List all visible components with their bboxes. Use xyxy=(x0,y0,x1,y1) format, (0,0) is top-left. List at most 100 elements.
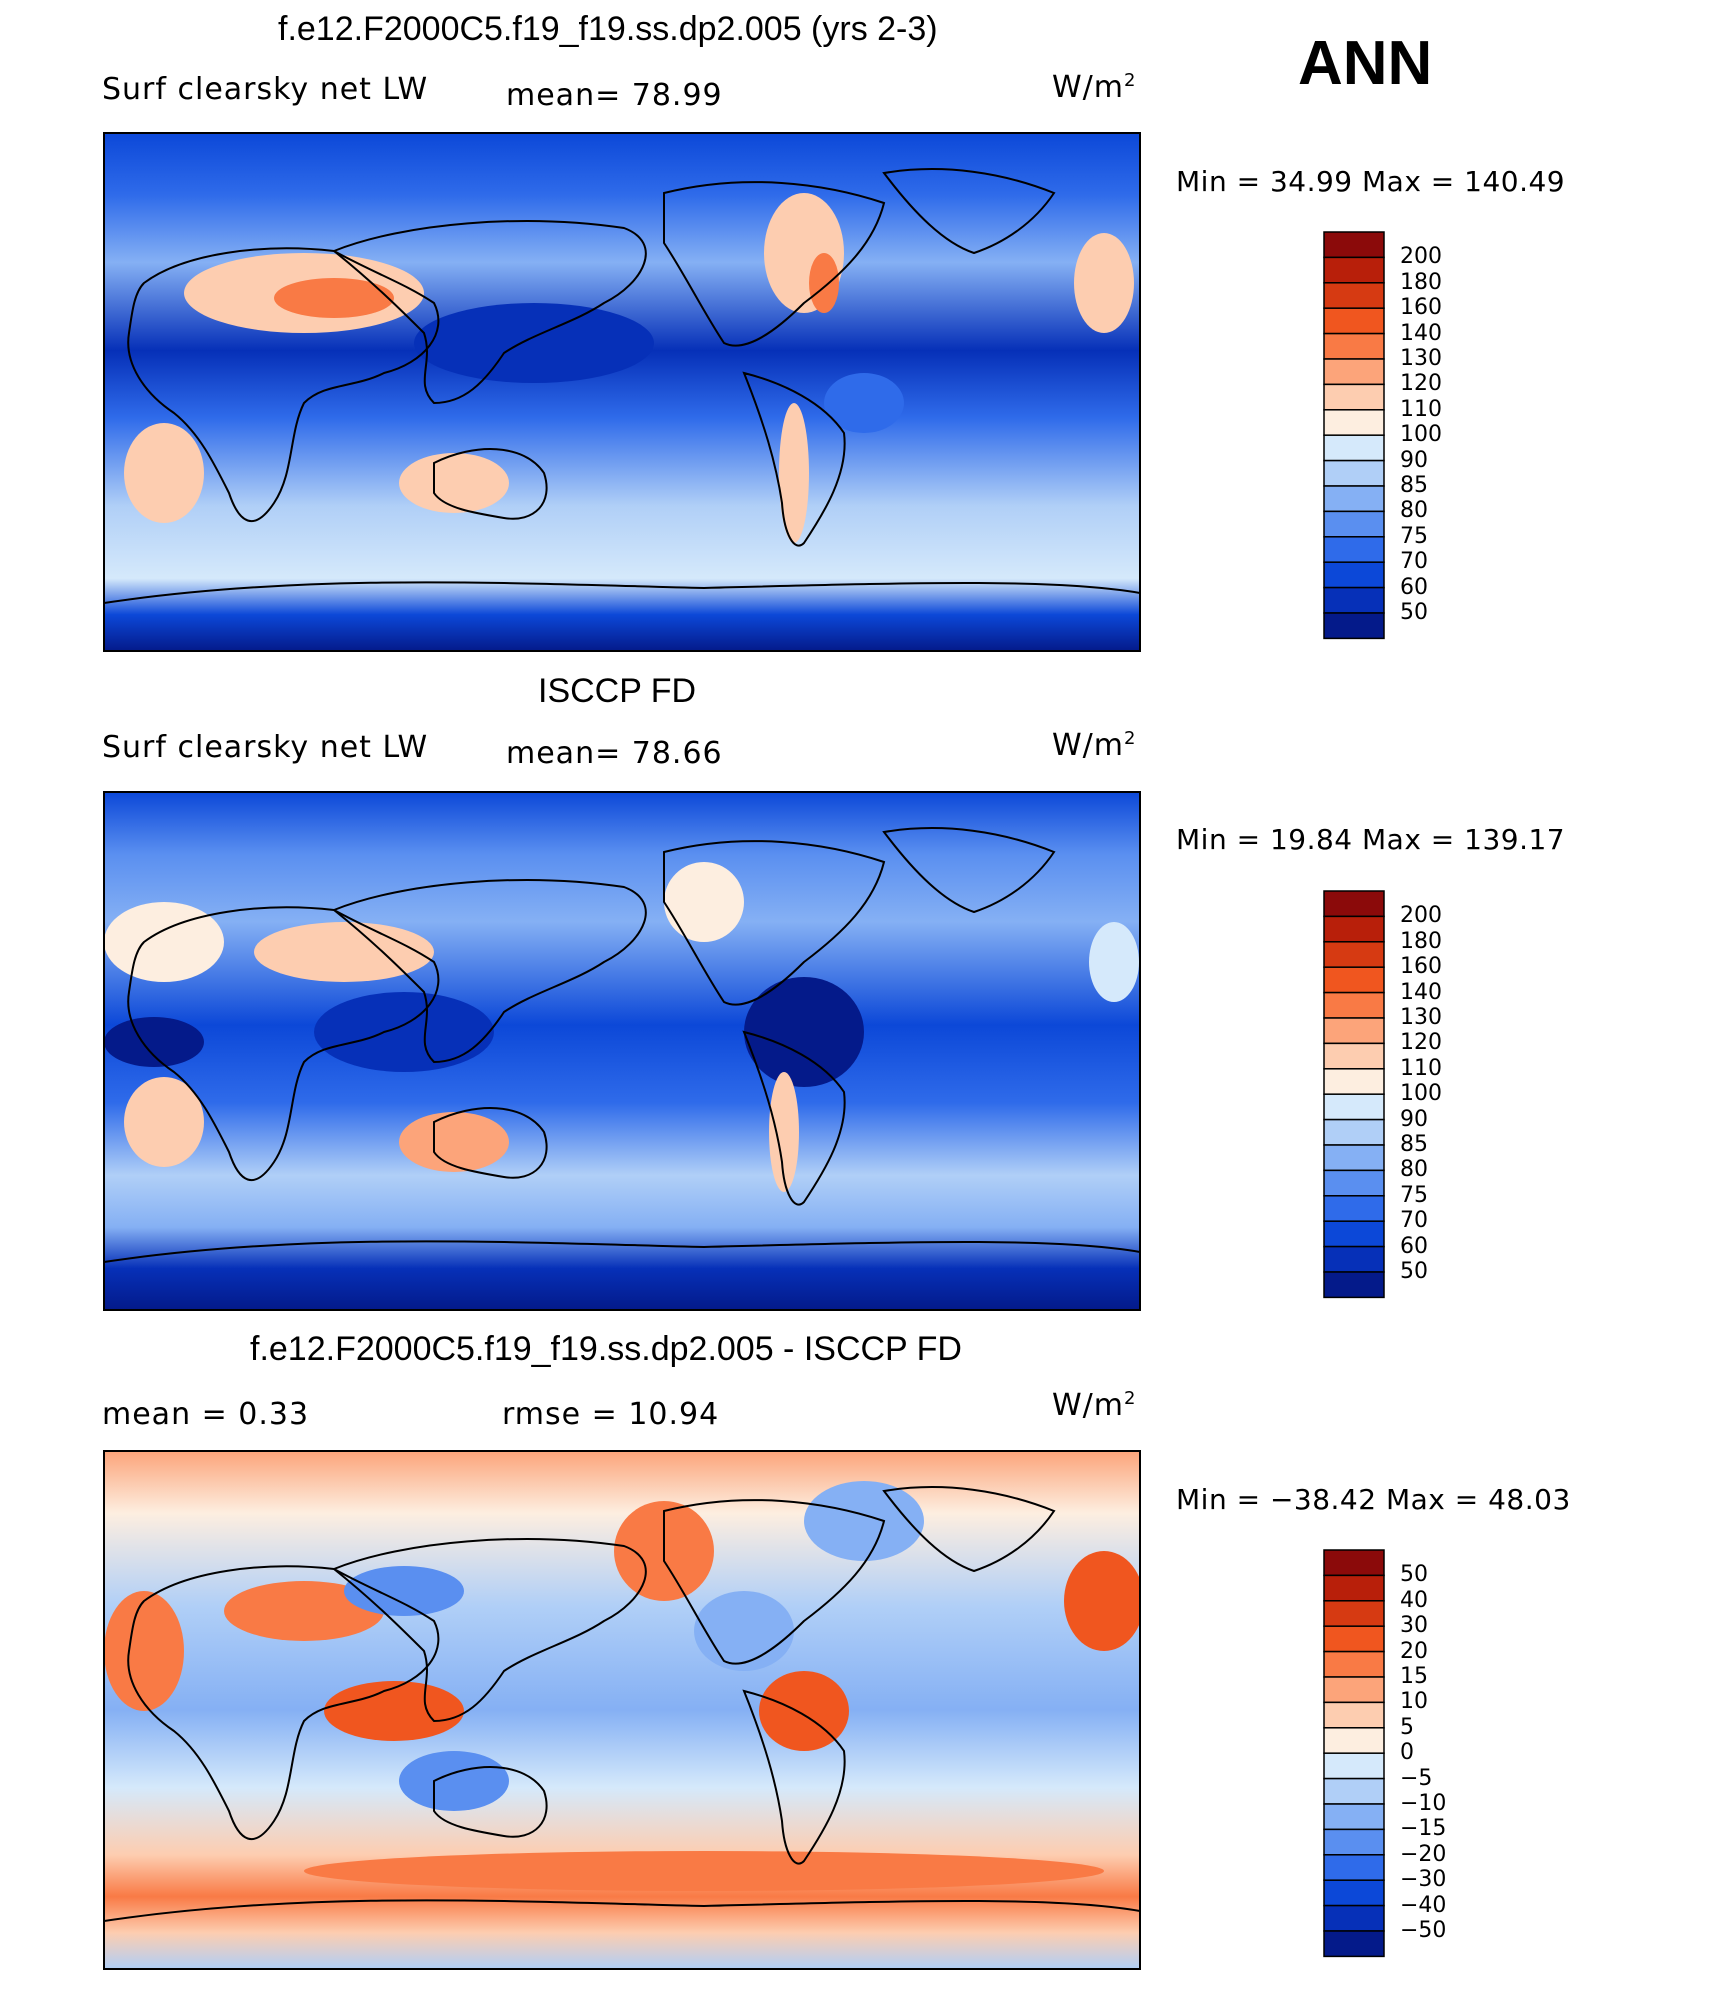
colorbar-swatch xyxy=(1323,536,1385,563)
colorbar-level-label: −5 xyxy=(1400,1765,1433,1791)
colorbar-swatch xyxy=(1323,1803,1385,1831)
panel-3-mean-label: mean = 0.33 xyxy=(102,1397,310,1432)
colorbar-level-label: 120 xyxy=(1400,371,1442,397)
colorbar-level-label: 120 xyxy=(1400,1030,1442,1056)
colorbar-swatch xyxy=(1323,1245,1385,1273)
colorbar-swatch xyxy=(1323,1650,1385,1678)
colorbar-level-label: 140 xyxy=(1400,979,1442,1005)
colorbar-swatch xyxy=(1323,307,1385,335)
colorbar-level-label: 60 xyxy=(1400,574,1428,600)
colorbar-swatch xyxy=(1323,1676,1385,1704)
colorbar-swatch xyxy=(1323,966,1385,994)
colorbar-level-label: 70 xyxy=(1400,1208,1428,1234)
colorbar-swatch xyxy=(1323,1625,1385,1653)
colorbar-swatch xyxy=(1323,383,1385,411)
colorbar-level-label: 100 xyxy=(1400,1081,1442,1107)
colorbar-level-label: 15 xyxy=(1400,1664,1428,1689)
colorbar-swatch xyxy=(1323,1777,1385,1805)
colorbar-level-label: 85 xyxy=(1400,1132,1428,1157)
panel-1-colorbar xyxy=(1323,231,1385,640)
colorbar-level-label: 180 xyxy=(1400,269,1442,295)
colorbar-level-label: −20 xyxy=(1400,1841,1447,1867)
panel-2-units: W/m2 xyxy=(1052,728,1137,763)
colorbar-swatch xyxy=(1323,612,1385,640)
season-label: ANN xyxy=(1298,29,1433,98)
colorbar-swatch xyxy=(1323,1904,1385,1932)
colorbar-level-label: 180 xyxy=(1400,928,1442,954)
colorbar-level-label: 90 xyxy=(1400,447,1428,473)
panel-1-title: f.e12.F2000C5.f19_f19.ss.dp2.005 (yrs 2-… xyxy=(278,10,938,48)
colorbar-swatch xyxy=(1323,1068,1385,1095)
colorbar-level-label: 140 xyxy=(1400,320,1442,346)
panel-3-rmse-label: rmse = 10.94 xyxy=(502,1397,720,1432)
colorbar-level-label: 130 xyxy=(1400,346,1442,371)
colorbar-swatch xyxy=(1323,561,1385,589)
panel-1-map xyxy=(104,133,1140,651)
colorbar-level-label: 30 xyxy=(1400,1613,1428,1639)
panel-2-mean-label: mean= 78.66 xyxy=(506,736,723,771)
colorbar-level-label: −10 xyxy=(1400,1791,1447,1816)
colorbar-level-label: 60 xyxy=(1400,1233,1428,1259)
colorbar-swatch xyxy=(1323,510,1385,538)
panel-3-units: W/m2 xyxy=(1052,1388,1137,1423)
colorbar-level-label: 70 xyxy=(1400,549,1428,575)
colorbar-level-label: −40 xyxy=(1400,1892,1447,1918)
colorbar-swatch xyxy=(1323,1854,1385,1881)
colorbar-swatch xyxy=(1323,434,1385,462)
colorbar-swatch xyxy=(1323,1574,1385,1602)
colorbar-swatch xyxy=(1323,1118,1385,1146)
colorbar-swatch xyxy=(1323,915,1385,943)
colorbar-swatch xyxy=(1323,485,1385,513)
colorbar-swatch xyxy=(1323,1195,1385,1222)
panel-1-frame xyxy=(103,132,1141,652)
panel-1-variable-label: Surf clearsky net LW xyxy=(102,72,429,107)
colorbar-swatch xyxy=(1323,1271,1385,1299)
colorbar-level-label: 10 xyxy=(1400,1689,1428,1715)
panel-2-map xyxy=(104,792,1140,1310)
colorbar-level-label: 160 xyxy=(1400,954,1442,980)
colorbar-swatch xyxy=(1323,1727,1385,1754)
panel-3-title: f.e12.F2000C5.f19_f19.ss.dp2.005 - ISCCP… xyxy=(250,1330,962,1368)
colorbar-level-label: 200 xyxy=(1400,244,1442,270)
panel-3-frame xyxy=(103,1450,1141,1970)
colorbar-swatch xyxy=(1323,1093,1385,1121)
panel-2-colorbar xyxy=(1323,890,1385,1299)
colorbar-level-label: 0 xyxy=(1400,1740,1414,1766)
colorbar-swatch xyxy=(1323,332,1385,360)
colorbar-level-label: 100 xyxy=(1400,422,1442,448)
panel-2-minmax: Min = 19.84 Max = 139.17 xyxy=(1176,823,1566,856)
colorbar-swatch xyxy=(1323,1600,1385,1627)
colorbar-swatch xyxy=(1323,586,1385,614)
colorbar-swatch xyxy=(1323,1220,1385,1248)
panel-1-mean-label: mean= 78.99 xyxy=(506,78,723,113)
colorbar-swatch xyxy=(1323,1930,1385,1958)
colorbar-swatch xyxy=(1323,409,1385,436)
colorbar-level-label: 40 xyxy=(1400,1587,1428,1613)
colorbar-level-label: 20 xyxy=(1400,1638,1428,1664)
colorbar-swatch xyxy=(1323,1169,1385,1197)
panel-2-frame xyxy=(103,791,1141,1311)
colorbar-swatch xyxy=(1323,1549,1385,1577)
colorbar-swatch xyxy=(1323,282,1385,309)
colorbar-swatch xyxy=(1323,941,1385,968)
colorbar-swatch xyxy=(1323,1879,1385,1907)
colorbar-level-label: 5 xyxy=(1400,1714,1414,1740)
colorbar-level-label: 110 xyxy=(1400,396,1442,422)
colorbar-level-label: 130 xyxy=(1400,1005,1442,1030)
colorbar-swatch xyxy=(1323,890,1385,918)
colorbar-level-label: 200 xyxy=(1400,903,1442,929)
colorbar-level-label: 80 xyxy=(1400,498,1428,524)
colorbar-level-label: 110 xyxy=(1400,1055,1442,1081)
colorbar-swatch xyxy=(1323,1828,1385,1856)
colorbar-level-label: −50 xyxy=(1400,1918,1447,1943)
colorbar-level-label: 160 xyxy=(1400,295,1442,321)
colorbar-level-label: 75 xyxy=(1400,523,1428,549)
colorbar-swatch xyxy=(1323,459,1385,487)
colorbar-level-label: 50 xyxy=(1400,1562,1428,1588)
panel-3-minmax: Min = −38.42 Max = 48.03 xyxy=(1176,1483,1571,1516)
panel-2-title: ISCCP FD xyxy=(538,672,697,710)
colorbar-swatch xyxy=(1323,991,1385,1019)
colorbar-level-label: −15 xyxy=(1400,1816,1447,1842)
